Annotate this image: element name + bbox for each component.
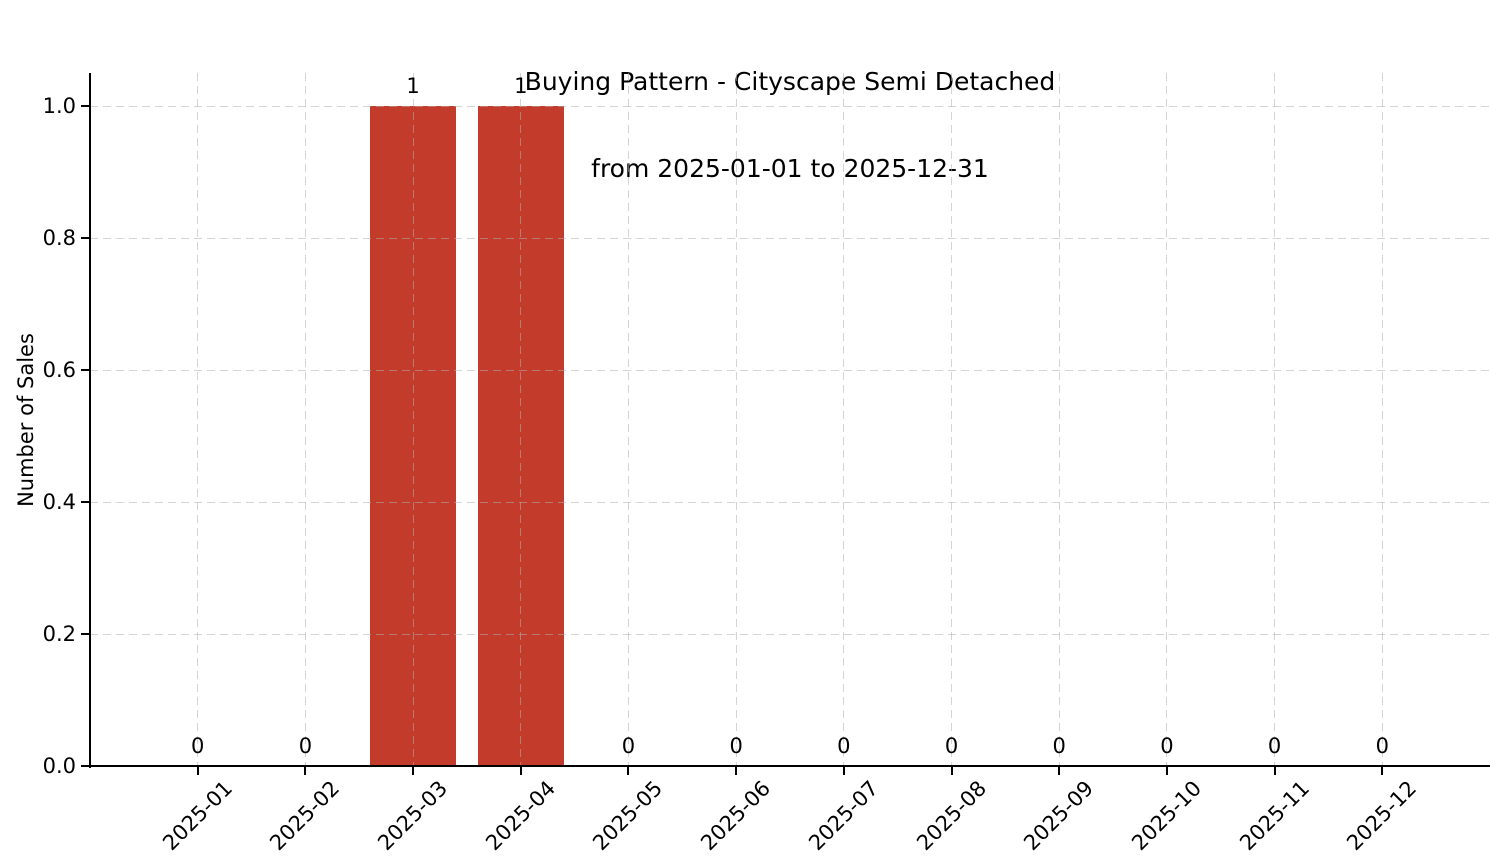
v-gridline	[843, 73, 845, 766]
x-tick-label: 2025-10	[1127, 776, 1207, 856]
bar-value-label: 0	[1267, 734, 1282, 758]
x-tick-label: 2025-05	[588, 776, 668, 856]
v-gridline	[1166, 73, 1168, 766]
y-tick-mark	[81, 501, 89, 503]
h-gridline	[90, 105, 1490, 107]
x-tick-mark	[1381, 767, 1384, 775]
x-tick-label: 2025-11	[1234, 776, 1314, 856]
v-gridline	[1381, 73, 1383, 766]
y-tick-mark	[81, 633, 89, 635]
y-tick-label: 0.6	[42, 357, 76, 382]
y-tick-mark	[81, 369, 89, 371]
bar-value-label: 1	[514, 74, 528, 98]
x-tick-label: 2025-03	[373, 776, 453, 856]
x-tick-mark	[196, 767, 199, 775]
v-gridline	[735, 73, 737, 766]
y-tick-label: 0.2	[42, 621, 76, 646]
x-tick-mark	[304, 767, 307, 775]
v-gridline	[951, 73, 953, 766]
v-gridline	[520, 73, 522, 766]
y-tick-label: 0.0	[42, 753, 76, 778]
chart-title: Buying Pattern - Cityscape Semi Detached	[524, 67, 1056, 96]
x-tick-label: 2025-06	[696, 776, 776, 856]
x-tick-label: 2025-07	[803, 776, 883, 856]
y-tick-label: 1.0	[42, 93, 76, 118]
v-gridline	[197, 73, 199, 766]
y-tick-mark	[81, 105, 89, 107]
chart-subtitle: from 2025-01-01 to 2025-12-31	[591, 154, 989, 183]
bar-value-label: 0	[298, 734, 313, 758]
x-tick-label: 2025-01	[157, 776, 237, 856]
y-tick-label: 0.4	[42, 489, 76, 514]
x-tick-label: 2025-09	[1019, 776, 1099, 856]
bar-value-label: 0	[837, 734, 851, 758]
x-tick-label: 2025-08	[911, 776, 991, 856]
v-gridline	[627, 73, 629, 766]
x-tick-mark	[627, 767, 630, 775]
chart-title-block: Buying Pattern - Cityscape Semi Detached…	[90, 9, 1490, 241]
x-tick-mark	[950, 767, 953, 775]
x-tick-mark	[412, 767, 415, 775]
v-gridline	[1058, 73, 1060, 766]
x-tick-mark	[735, 767, 738, 775]
h-gridline	[90, 633, 1490, 635]
x-tick-mark	[1273, 767, 1276, 775]
h-gridline	[90, 237, 1490, 239]
y-tick-mark	[81, 237, 89, 239]
v-gridline	[1274, 73, 1276, 766]
y-tick-label: 0.8	[42, 225, 76, 250]
bar-value-label: 0	[729, 734, 743, 758]
v-gridline	[412, 73, 414, 766]
x-tick-mark	[1058, 767, 1061, 775]
bar-value-label: 0	[191, 734, 205, 758]
x-tick-label: 2025-04	[480, 776, 560, 856]
x-tick-mark	[1165, 767, 1168, 775]
y-axis-spine	[89, 73, 91, 768]
x-tick-label: 2025-12	[1342, 776, 1422, 856]
x-tick-mark	[842, 767, 845, 775]
bar-value-label: 0	[944, 734, 959, 758]
h-gridline	[90, 369, 1490, 371]
bar-value-label: 0	[1052, 734, 1066, 758]
x-tick-mark	[519, 767, 522, 775]
x-axis-spine	[89, 765, 1490, 767]
bar-value-label: 1	[406, 74, 420, 98]
h-gridline	[90, 501, 1490, 503]
x-tick-label: 2025-02	[265, 776, 345, 856]
v-gridline	[304, 73, 306, 766]
bar-value-label: 0	[1375, 734, 1389, 758]
bar-value-label: 0	[1160, 734, 1174, 758]
y-tick-mark	[81, 765, 89, 767]
bar-value-label: 0	[621, 734, 636, 758]
